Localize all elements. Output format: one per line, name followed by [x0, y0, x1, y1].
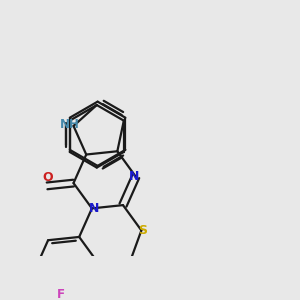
Text: S: S	[138, 224, 147, 237]
Text: N: N	[129, 170, 139, 183]
Text: NH: NH	[60, 118, 80, 131]
Text: F: F	[57, 288, 65, 300]
Text: O: O	[43, 171, 53, 184]
Text: N: N	[88, 202, 99, 215]
